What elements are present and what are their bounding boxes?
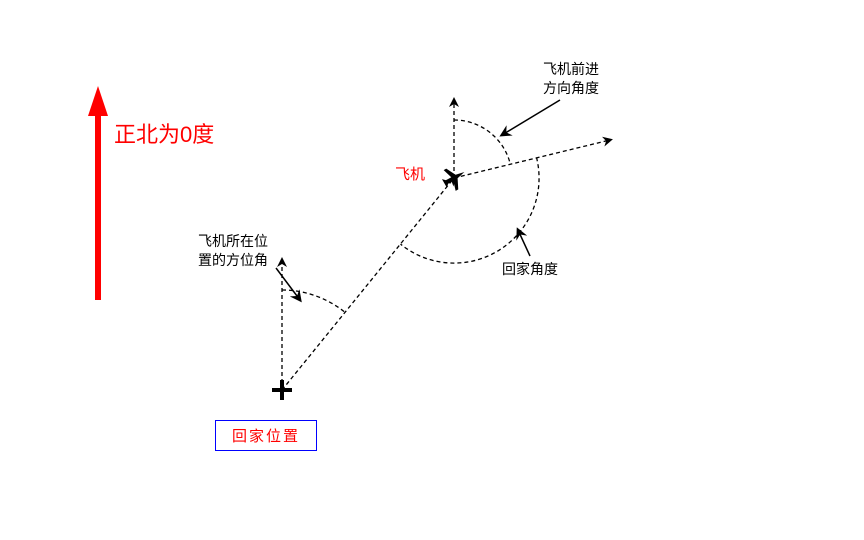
heading-line2: 方向角度 [543,80,599,96]
return-text: 回家角度 [502,261,558,277]
plane-label: 飞机 [395,163,425,184]
home-box: 回家位置 [215,420,317,451]
north-arrow [88,86,108,300]
vector-plane-heading [454,140,610,178]
arc-azimuth [282,290,346,313]
callout-arrow-return [518,230,530,256]
heading-line1: 飞机前进 [543,61,599,77]
callout-arrow-azimuth [276,268,300,300]
arcs [282,120,539,313]
azimuth-line2: 置的方位角 [198,252,268,268]
home-box-text: 回家位置 [232,428,300,445]
vector-home-to-plane [282,178,454,390]
callout-heading-label: 飞机前进 方向角度 [543,60,599,98]
callout-arrow-heading [502,100,560,135]
azimuth-line1: 飞机所在位 [198,233,268,249]
plane-icon [438,162,470,194]
north-label: 正北为0度 [114,120,136,150]
arc-heading [454,120,510,164]
plane-text: 飞机 [395,166,425,183]
diagram-svg [0,0,864,540]
callout-azimuth-label: 飞机所在位 置的方位角 [198,232,268,270]
diagram-canvas: 正北为0度 飞机 飞机前进 方向角度 回家角度 飞机所在位 置的方位角 回家位置 [0,0,864,540]
vectors [282,100,610,390]
north-text: 正北为0度 [114,122,214,147]
callout-return-label: 回家角度 [502,260,558,279]
home-marker [272,380,292,400]
